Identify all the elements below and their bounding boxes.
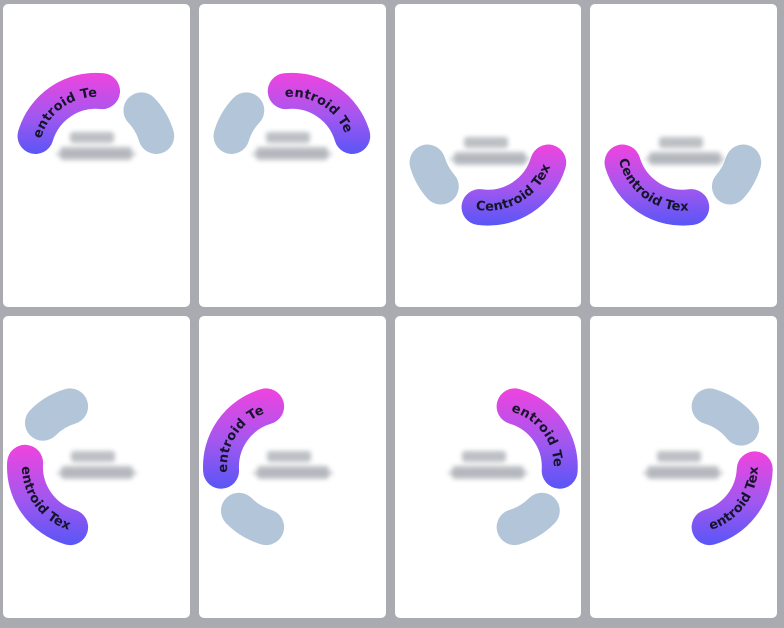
rest-arc-segment xyxy=(409,144,459,205)
arc-label: Centroid Text xyxy=(3,4,98,140)
gauge-chart: Centroid Text xyxy=(590,4,762,226)
value-arc-segment xyxy=(691,450,773,545)
rest-arc-segment xyxy=(691,387,760,446)
gauge-chart: Centroid Text xyxy=(395,316,578,545)
rest-arc-segment xyxy=(496,492,560,545)
gauge-chart: Centroid Text xyxy=(590,316,773,545)
gauge-chart: Centroid Text xyxy=(3,4,175,154)
value-arc-segment xyxy=(202,387,284,489)
gauge-tile: Centroid Text xyxy=(394,315,582,618)
value-arc-segment xyxy=(267,72,370,154)
value-arc-segment xyxy=(7,444,89,545)
rest-arc-segment xyxy=(712,144,762,205)
gauge-chart: Centroid Text xyxy=(199,4,370,154)
value-arc-segment xyxy=(461,144,566,226)
rest-arc-segment xyxy=(24,387,89,441)
gauge-chart: Centroid Text xyxy=(199,316,284,545)
rest-arc-segment xyxy=(220,492,284,545)
gauge-tile: Centroid Text xyxy=(198,4,386,307)
gauge-tile: Centroid Text xyxy=(3,315,190,618)
gauge-tile: Centroid Text xyxy=(3,4,190,307)
value-arc-segment xyxy=(496,387,578,489)
value-arc-segment xyxy=(604,144,710,226)
arc-label: Centroid Text xyxy=(590,4,689,215)
value-arc-segment xyxy=(17,72,121,154)
gauge-tile: Centroid Text xyxy=(590,4,777,307)
gauge-tile: Centroid Text xyxy=(394,4,582,307)
gauge-chart: Centroid Text xyxy=(3,316,89,545)
gauge-chart: Centroid Text xyxy=(395,4,566,226)
gauge-tile: Centroid Text xyxy=(198,315,386,618)
rest-arc-segment xyxy=(213,92,265,154)
rest-arc-segment xyxy=(123,92,175,154)
gauge-tile: Centroid Text xyxy=(590,315,777,618)
